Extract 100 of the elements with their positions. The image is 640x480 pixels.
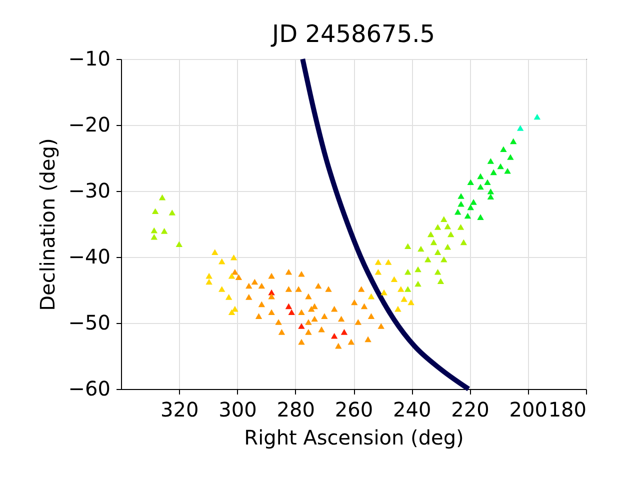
point xyxy=(510,138,517,144)
point xyxy=(440,216,448,222)
point xyxy=(258,301,266,308)
point xyxy=(246,294,252,300)
point xyxy=(268,309,275,316)
x-tick-label: 320 xyxy=(160,398,199,422)
point xyxy=(335,342,342,349)
point xyxy=(467,204,474,210)
point xyxy=(458,193,464,199)
point xyxy=(285,268,292,275)
point xyxy=(305,329,312,335)
point xyxy=(404,268,412,275)
point xyxy=(298,270,305,277)
point xyxy=(275,319,282,325)
point xyxy=(380,289,388,296)
point xyxy=(364,336,372,342)
point xyxy=(330,306,338,312)
point xyxy=(354,319,362,325)
x-tick-label: 220 xyxy=(451,398,490,422)
point xyxy=(176,241,182,248)
point xyxy=(230,254,238,260)
point xyxy=(467,179,474,186)
x-tick-label: 240 xyxy=(393,398,432,422)
point xyxy=(348,338,355,345)
point xyxy=(504,168,511,174)
point xyxy=(368,313,375,319)
point xyxy=(490,169,497,176)
x-tick-label: 180 xyxy=(548,398,586,422)
point xyxy=(534,114,541,120)
point xyxy=(460,239,467,246)
x-tick-label: 260 xyxy=(334,398,374,422)
point xyxy=(444,244,452,250)
y-axis-title: Declination (deg) xyxy=(35,138,60,311)
point xyxy=(400,296,408,302)
point xyxy=(464,212,472,219)
point xyxy=(160,228,168,234)
point xyxy=(330,332,338,339)
point xyxy=(278,329,286,335)
point xyxy=(314,282,322,289)
point xyxy=(338,316,345,322)
y-tick-label: −50 xyxy=(68,310,110,334)
point xyxy=(228,309,236,316)
point xyxy=(470,199,477,205)
point xyxy=(374,259,382,265)
point xyxy=(358,286,365,292)
point xyxy=(487,158,494,164)
point xyxy=(457,224,464,230)
y-tick-label: −40 xyxy=(68,244,110,268)
x-tick-label: 200 xyxy=(509,398,548,422)
point xyxy=(440,256,448,262)
point xyxy=(434,224,442,230)
point xyxy=(404,286,412,292)
point xyxy=(152,208,159,214)
point xyxy=(500,146,507,152)
point xyxy=(487,194,494,200)
point xyxy=(325,286,332,292)
point xyxy=(434,249,442,255)
point xyxy=(414,266,422,272)
point xyxy=(360,303,368,310)
point xyxy=(321,313,328,319)
point xyxy=(427,231,434,238)
point xyxy=(298,323,305,329)
point xyxy=(477,173,484,180)
point xyxy=(414,280,422,287)
point xyxy=(516,125,524,131)
point xyxy=(368,293,375,300)
x-tick-label: 300 xyxy=(218,398,257,422)
point xyxy=(285,303,292,310)
point xyxy=(385,259,392,265)
point xyxy=(246,282,252,289)
point xyxy=(218,258,226,264)
point xyxy=(268,293,275,300)
point xyxy=(477,214,484,220)
point xyxy=(311,316,318,322)
point xyxy=(150,234,158,240)
point xyxy=(298,309,305,316)
x-axis-title: Right Ascension (deg) xyxy=(244,426,464,450)
point xyxy=(206,272,212,279)
point xyxy=(212,249,218,255)
point xyxy=(454,208,462,215)
point xyxy=(497,163,504,170)
point xyxy=(430,239,438,246)
point xyxy=(507,154,514,160)
point xyxy=(477,184,484,190)
point xyxy=(285,286,292,292)
point xyxy=(390,276,398,282)
point xyxy=(458,200,464,207)
point xyxy=(434,268,442,275)
point xyxy=(255,313,262,319)
point xyxy=(487,188,494,194)
point xyxy=(305,293,312,300)
point xyxy=(398,286,404,292)
y-tick-label: −30 xyxy=(68,178,110,202)
point xyxy=(424,256,432,262)
y-tick-label: −20 xyxy=(68,112,110,136)
point xyxy=(374,268,382,275)
point xyxy=(298,338,305,345)
point xyxy=(340,329,348,335)
x-tick-label: 280 xyxy=(276,398,315,422)
point xyxy=(351,299,358,306)
